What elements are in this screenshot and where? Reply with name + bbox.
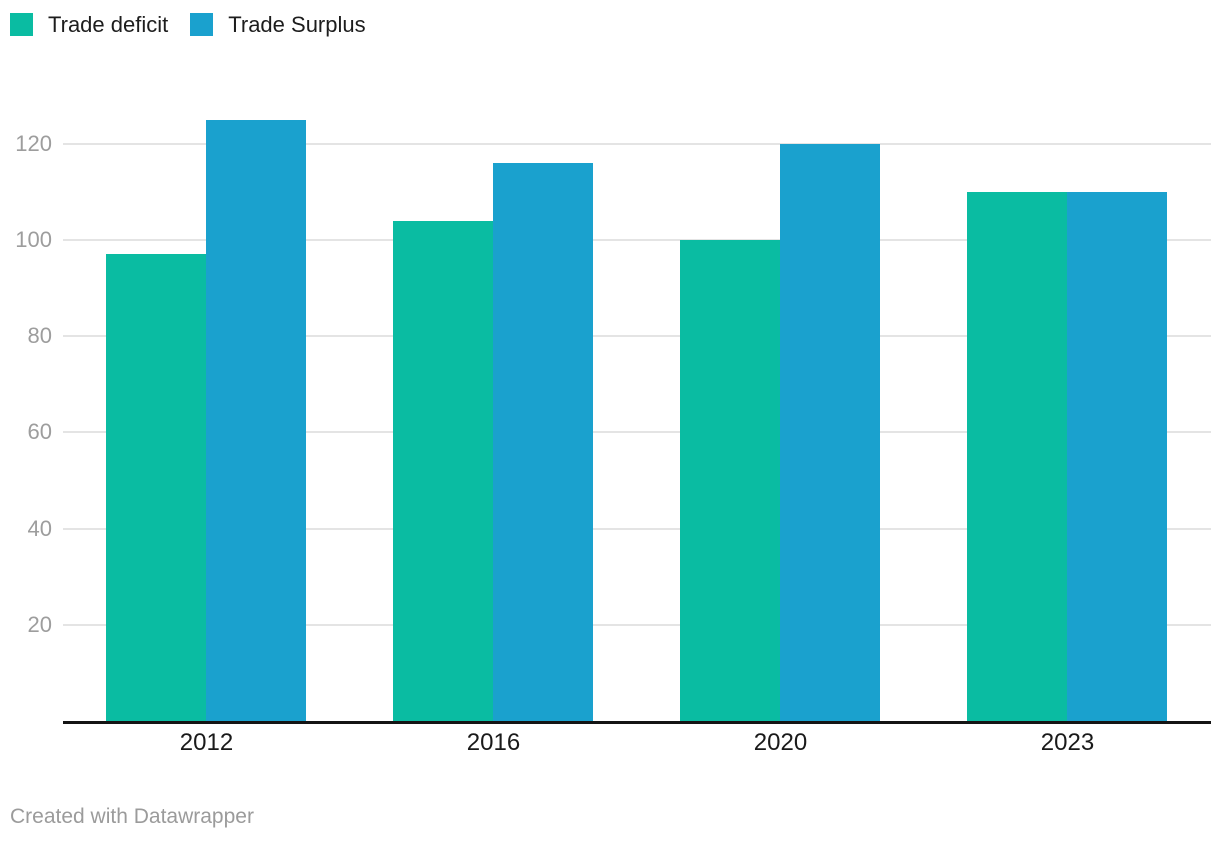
gridline-80 [63,335,1211,338]
gridline-40 [63,527,1211,530]
legend-label-trade-surplus: Trade Surplus [228,11,366,37]
bar-2023-trade-deficit[interactable] [967,191,1067,721]
x-axis-tick-label-2012: 2012 [179,729,234,756]
x-axis-line [63,721,1211,724]
y-axis-tick-label-60: 60 [27,419,52,445]
y-axis-tick-label-80: 80 [27,323,52,349]
gridline-100 [63,239,1211,241]
gridline-60 [63,431,1211,434]
legend-swatch-trade-surplus-icon [190,13,214,36]
x-axis-tick-label-2023: 2023 [1040,729,1095,756]
bar-2012-trade-surplus[interactable] [206,119,306,721]
bar-2020-trade-surplus[interactable] [780,143,880,721]
x-axis-tick-label-2020: 2020 [753,729,808,756]
attribution-datawrapper-link[interactable]: Created with Datawrapper [10,805,254,828]
bar-2012-trade-deficit[interactable] [106,254,206,721]
gridline-20 [63,623,1211,626]
y-axis-tick-label-120: 120 [15,130,52,156]
x-axis-tick-label-2016: 2016 [466,729,521,756]
y-axis-tick-label-40: 40 [27,515,52,541]
legend: Trade deficit Trade Surplus [10,13,366,36]
bar-2020-trade-deficit[interactable] [680,240,780,721]
legend-item-trade-surplus: Trade Surplus [190,11,366,37]
legend-label-trade-deficit: Trade deficit [48,11,169,37]
gridline-120 [63,142,1211,145]
y-axis-tick-label-100: 100 [15,227,52,252]
bar-2016-trade-surplus[interactable] [493,163,593,721]
legend-item-trade-deficit: Trade deficit [10,13,168,36]
y-axis-tick-label-20: 20 [27,611,52,637]
bar-2023-trade-surplus[interactable] [1067,191,1167,721]
legend-swatch-trade-deficit-icon [10,13,33,36]
bar-2016-trade-deficit[interactable] [393,220,493,721]
